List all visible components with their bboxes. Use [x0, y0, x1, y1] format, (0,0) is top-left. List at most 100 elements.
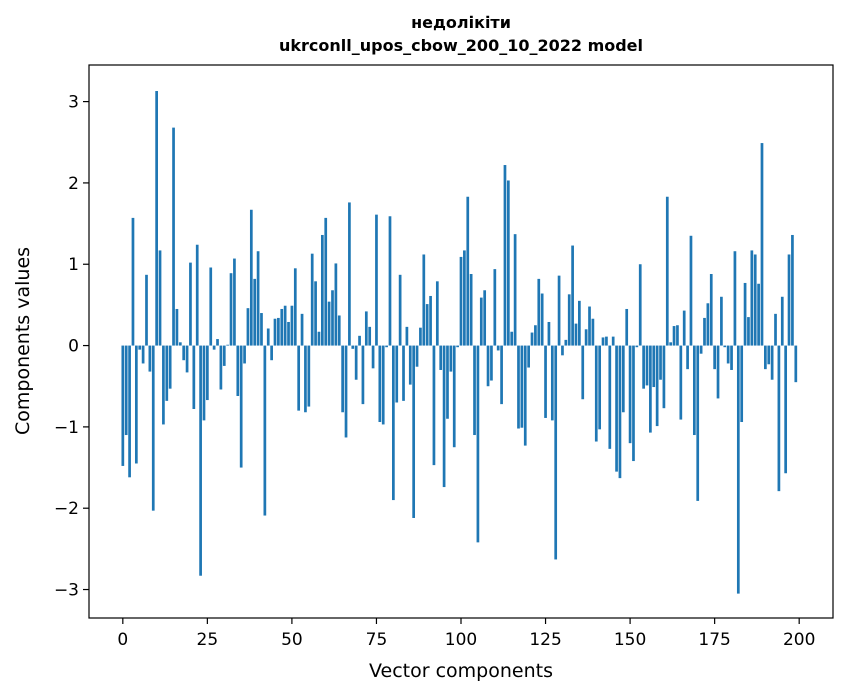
- bar: [337, 315, 341, 346]
- bar: [209, 267, 213, 346]
- bar: [419, 327, 422, 346]
- bar: [591, 318, 595, 346]
- x-tick-label: 125: [529, 630, 561, 650]
- plot-area-frame: [88, 64, 834, 619]
- bar: [581, 345, 585, 400]
- bar: [689, 235, 693, 346]
- bar: [216, 339, 219, 346]
- bar: [774, 313, 777, 346]
- bar: [381, 345, 385, 425]
- bar: [649, 345, 652, 433]
- bar: [310, 253, 314, 346]
- bar: [530, 332, 534, 346]
- bars-group: [121, 91, 798, 594]
- bar: [415, 345, 419, 367]
- bar: [304, 345, 307, 413]
- bar: [625, 308, 629, 346]
- bar: [733, 251, 737, 346]
- bar: [750, 250, 754, 346]
- bar: [794, 345, 798, 383]
- x-tick-label: 50: [281, 630, 303, 650]
- bar: [402, 345, 405, 401]
- bar: [348, 202, 351, 346]
- bar: [780, 296, 784, 346]
- bar: [706, 303, 710, 346]
- bar: [564, 339, 568, 346]
- bar: [473, 345, 476, 436]
- bar: [266, 328, 270, 346]
- bar: [148, 345, 152, 372]
- bar: [662, 345, 666, 409]
- bar: [249, 209, 253, 346]
- y-tick-label: −3: [54, 581, 79, 601]
- bar: [642, 345, 645, 389]
- bar: [764, 345, 767, 370]
- bar: [378, 345, 382, 423]
- bar: [388, 216, 392, 346]
- bar: [246, 308, 250, 346]
- bar: [655, 345, 659, 427]
- bar: [219, 345, 223, 390]
- bar: [300, 313, 304, 346]
- bar: [584, 329, 588, 346]
- bar: [341, 345, 344, 413]
- bar: [229, 273, 233, 346]
- bar: [412, 345, 416, 518]
- bar: [182, 345, 186, 361]
- bar: [158, 250, 162, 346]
- bar: [605, 336, 608, 346]
- bar: [280, 308, 284, 346]
- bar: [669, 342, 673, 346]
- chart-title: недолікіти: [411, 13, 511, 32]
- bar: [124, 345, 128, 436]
- bar: [354, 345, 358, 380]
- chart-subtitle: ukrconll_upos_cbow_200_10_2022 model: [279, 36, 643, 55]
- bar: [594, 345, 598, 442]
- bar: [128, 345, 131, 478]
- bar: [260, 313, 263, 346]
- bar: [699, 345, 703, 354]
- bar: [189, 262, 192, 346]
- bar: [324, 217, 328, 346]
- bar: [621, 345, 625, 413]
- y-tick-label: −2: [54, 499, 79, 519]
- bar: [483, 290, 487, 346]
- bar: [638, 264, 642, 346]
- bar: [293, 268, 297, 346]
- bar: [676, 325, 679, 346]
- y-tick-label: 3: [68, 93, 79, 113]
- bar: [503, 165, 507, 346]
- bar: [736, 345, 740, 594]
- bar: [608, 345, 612, 449]
- y-tick-label: 2: [68, 174, 79, 194]
- bar: [435, 281, 439, 346]
- bar: [206, 345, 209, 401]
- y-axis-label: Components values: [12, 247, 34, 435]
- bar: [371, 345, 375, 369]
- bar: [277, 317, 280, 346]
- bar: [730, 345, 733, 370]
- bar: [344, 345, 348, 438]
- bar: [165, 345, 169, 401]
- bar: [222, 345, 226, 366]
- bar: [777, 345, 781, 492]
- bar: [747, 317, 750, 346]
- bar: [138, 345, 142, 350]
- bar: [513, 234, 517, 346]
- bar: [456, 345, 459, 348]
- bar: [361, 345, 365, 405]
- x-tick-label: 150: [614, 630, 646, 650]
- bar: [486, 345, 490, 387]
- bar: [682, 310, 686, 346]
- bar: [459, 256, 463, 346]
- bar: [162, 345, 165, 425]
- bar: [645, 345, 649, 386]
- y-tick-label: 0: [68, 337, 79, 357]
- bar: [537, 278, 541, 346]
- bar: [327, 301, 331, 346]
- bar: [517, 345, 520, 429]
- bar: [199, 345, 202, 576]
- bar: [145, 274, 148, 346]
- bar: [253, 278, 257, 346]
- bar: [273, 318, 277, 346]
